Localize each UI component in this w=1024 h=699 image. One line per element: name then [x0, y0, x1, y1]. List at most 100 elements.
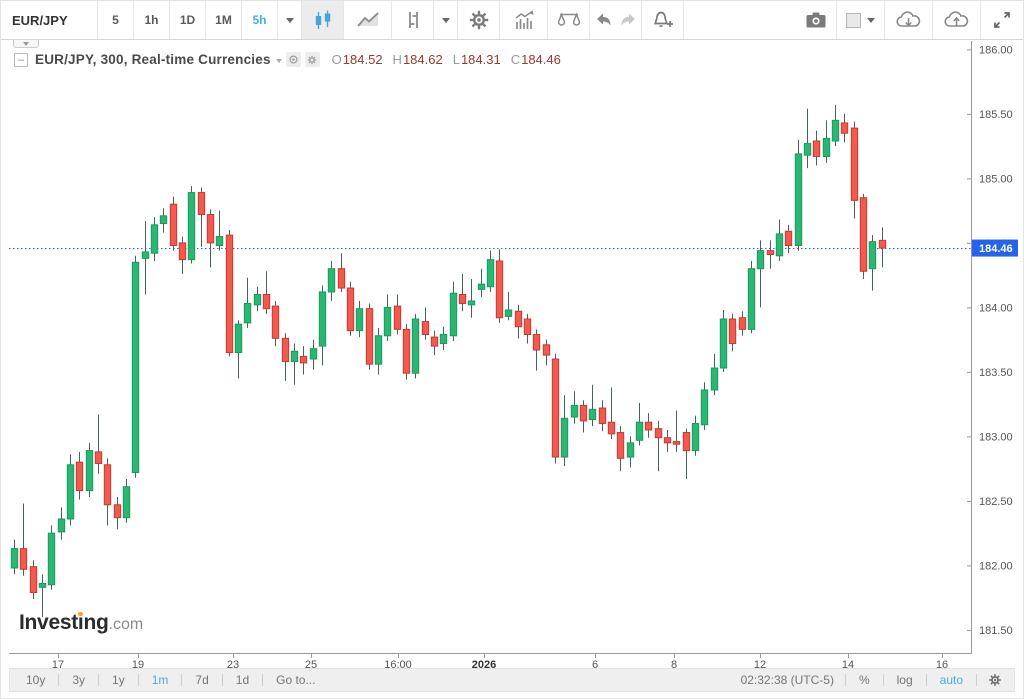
candle: [449, 281, 458, 341]
range-3y-button[interactable]: 3y: [72, 673, 86, 687]
candle: [504, 291, 513, 321]
candle: [728, 313, 737, 352]
divider: [262, 674, 264, 686]
line-chart-button[interactable]: [344, 1, 392, 39]
price-tick-label: 181.50: [979, 625, 1013, 637]
camera-icon: [806, 12, 825, 28]
ohlc-bars-icon: [408, 12, 418, 28]
candle: [47, 525, 56, 590]
background-color-button[interactable]: [837, 1, 885, 39]
price-tick-label: 185.00: [979, 173, 1013, 185]
undo-button[interactable]: [590, 1, 616, 39]
candle: [346, 281, 355, 336]
candle: [663, 429, 672, 452]
candle: [169, 196, 178, 251]
legend-title[interactable]: EUR/JPY, 300, Real-time Currencies: [35, 52, 271, 67]
candle: [122, 478, 131, 523]
candlestick-chart-button[interactable]: [302, 1, 344, 39]
axis-settings-button[interactable]: [988, 673, 1002, 687]
compare-button[interactable]: [548, 1, 590, 39]
candle: [197, 187, 206, 247]
candle: [588, 384, 597, 427]
candle: [794, 139, 803, 251]
candle: [355, 300, 364, 338]
bar-chart-button[interactable]: [392, 1, 434, 39]
eye-icon: [289, 55, 298, 64]
redo-button[interactable]: [616, 1, 642, 39]
candle: [38, 574, 47, 617]
candle: [215, 210, 224, 251]
candle: [635, 402, 644, 446]
timeframe-1h-button[interactable]: 1h: [134, 1, 170, 39]
time-tick-label: 8: [671, 659, 677, 671]
low-value: L184.31: [452, 52, 501, 67]
legend-collapse-button[interactable]: –: [14, 52, 28, 67]
candle: [10, 539, 19, 575]
range-10y-button[interactable]: 10y: [26, 673, 46, 687]
timeframe-1m-button[interactable]: 1M: [206, 1, 242, 39]
redo-arrow-icon: [621, 13, 635, 26]
candle: [878, 227, 887, 268]
load-chart-button[interactable]: [885, 1, 933, 39]
chart-type-dropdown-button[interactable]: [434, 1, 458, 39]
scales-icon: [557, 12, 580, 26]
candle: [467, 279, 476, 318]
percent-scale-button[interactable]: %: [858, 673, 870, 687]
toolbar-spacer: [684, 1, 795, 39]
indicators-icon: [515, 10, 533, 29]
fullscreen-button[interactable]: [981, 1, 1023, 39]
last-price-tag: 184.46: [972, 239, 1018, 257]
range-1d-button[interactable]: 1d: [235, 673, 250, 687]
alert-button[interactable]: [642, 1, 684, 39]
legend-settings-button[interactable]: [304, 52, 320, 67]
candle: [327, 260, 336, 301]
chevron-down-icon[interactable]: [275, 58, 282, 63]
candle: [784, 224, 793, 254]
screenshot-button[interactable]: [795, 1, 837, 39]
candle: [262, 271, 271, 314]
candle: [103, 458, 112, 526]
price-tick-label: 182.00: [979, 560, 1013, 572]
drawing-panel-toggle[interactable]: [13, 40, 39, 48]
line-chart-icon: [356, 12, 379, 27]
divider: [98, 674, 100, 686]
indicators-button[interactable]: [500, 1, 548, 39]
auto-scale-button[interactable]: auto: [939, 673, 963, 687]
log-scale-button[interactable]: log: [896, 673, 913, 687]
candle: [281, 333, 290, 381]
go-to-button[interactable]: Go to...: [276, 673, 316, 687]
candle: [803, 108, 812, 169]
range-7d-button[interactable]: 7d: [195, 673, 209, 687]
candle: [383, 294, 392, 341]
gear-icon: [469, 10, 488, 30]
clock-label: 02:32:38 (UTC-5): [740, 673, 834, 687]
axis-controls: 02:32:38 (UTC-5) % log auto: [741, 669, 1014, 691]
candle: [682, 428, 691, 479]
divider: [925, 674, 927, 686]
candle: [822, 120, 831, 163]
legend-visibility-button[interactable]: [285, 52, 301, 67]
close-value: C184.46: [510, 52, 561, 67]
candles-layer: [10, 104, 887, 617]
candle: [94, 414, 103, 474]
candle: [75, 451, 84, 500]
timeframe-5-button[interactable]: 5: [98, 1, 134, 39]
range-1y-button[interactable]: 1y: [112, 673, 125, 687]
settings-button[interactable]: [458, 1, 500, 39]
timeframe-1d-button[interactable]: 1D: [170, 1, 206, 39]
save-chart-button[interactable]: [933, 1, 981, 39]
range-1m-button[interactable]: 1m: [151, 673, 169, 687]
ohlc-readout: O184.52 H184.62 L184.31 C184.46: [332, 52, 561, 67]
axes-layer: 186.00185.50185.00184.50184.00183.50183.…: [9, 41, 1013, 671]
timeframe-dropdown-button[interactable]: [278, 1, 302, 39]
gear-icon: [989, 674, 1001, 686]
chart-toolbar: EUR/JPY 5 1h 1D 1M 5h: [1, 1, 1023, 40]
candle: [131, 255, 140, 478]
symbol-label[interactable]: EUR/JPY: [1, 1, 98, 39]
timeframe-5h-button[interactable]: 5h: [242, 1, 278, 39]
candle: [710, 353, 719, 396]
candle: [551, 353, 560, 464]
candle: [579, 400, 588, 433]
